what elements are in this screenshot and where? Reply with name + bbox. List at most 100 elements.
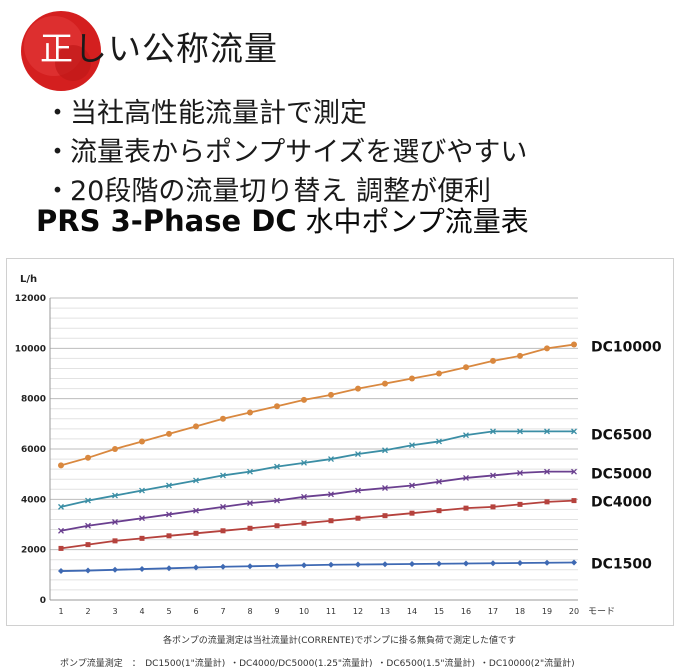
data-point (274, 497, 280, 504)
data-point (409, 442, 415, 449)
data-point (58, 568, 64, 575)
data-point (355, 385, 361, 392)
data-point (517, 501, 523, 507)
footnote: 各ポンプの流量測定は当社流量計(CORRENTE)でポンプに掛る無負荷で測定した… (163, 636, 516, 646)
series-line-DC5000 (60, 470, 574, 532)
data-point (571, 559, 577, 566)
x-tick-label: 12 (353, 607, 363, 616)
data-point (85, 497, 91, 504)
data-point (436, 560, 442, 567)
data-point (328, 518, 334, 524)
x-tick-label: 9 (274, 607, 279, 616)
data-point (220, 528, 226, 534)
x-tick-label: 15 (434, 607, 444, 616)
data-point (220, 503, 226, 510)
main-title-en: PRS 3-Phase DC (36, 204, 297, 238)
data-point (301, 520, 307, 526)
x-tick-label: 4 (139, 607, 144, 616)
data-point (517, 469, 523, 476)
footnote-measurement: ポンプ流量測定 ： DC1500(1"流量計) ・DC4000/DC5000(1… (60, 659, 575, 669)
red-brush-badge (21, 11, 101, 91)
data-point (112, 566, 118, 573)
header-title-first-char: 正 (40, 29, 74, 68)
chart-main-title: PRS 3-Phase DC 水中ポンプ流量表 (36, 200, 529, 240)
data-point (193, 477, 199, 484)
x-tick-label: 2 (85, 607, 90, 616)
x-tick-label: 19 (542, 607, 552, 616)
series-line-DC6500 (60, 430, 574, 508)
data-point (85, 522, 91, 529)
data-point (220, 472, 226, 479)
data-point (571, 468, 577, 475)
x-tick-label: 3 (112, 607, 117, 616)
series-line-DC10000 (60, 343, 575, 467)
data-point (463, 560, 469, 567)
x-tick-label: 8 (247, 607, 252, 616)
data-point (247, 563, 253, 570)
data-point (85, 454, 91, 461)
data-point (112, 538, 118, 544)
series-label: DC1500 (591, 557, 652, 573)
data-point (58, 545, 64, 551)
x-tick-label: 16 (461, 607, 471, 616)
x-tick-label: 10 (299, 607, 309, 616)
data-point (490, 560, 496, 567)
data-point (382, 561, 388, 568)
data-point (58, 527, 64, 534)
data-point (463, 432, 469, 439)
series-line-DC4000 (60, 499, 575, 550)
data-point (463, 505, 469, 511)
data-point (571, 341, 577, 348)
feature-bullet: ・流量表からポンプサイズを選びやすい (44, 137, 528, 168)
x-tick-label: 7 (220, 607, 225, 616)
data-point (247, 468, 253, 475)
y-tick-label: 0 (40, 596, 46, 606)
data-point (274, 403, 280, 410)
data-point (328, 391, 334, 398)
data-point (166, 511, 172, 518)
data-point (544, 559, 550, 566)
data-point (544, 428, 550, 435)
data-point (382, 380, 388, 387)
data-point (517, 560, 523, 567)
y-tick-label: 2000 (21, 546, 46, 556)
data-point (355, 561, 361, 568)
x-tick-label: 14 (407, 607, 417, 616)
y-axis-label: L/h (20, 274, 37, 285)
data-point (544, 345, 550, 352)
data-point (112, 519, 118, 525)
data-point (139, 566, 145, 573)
data-point (544, 499, 550, 505)
data-point (517, 428, 523, 435)
data-point (382, 447, 388, 454)
series-label: DC10000 (591, 340, 662, 356)
data-point (301, 459, 307, 466)
data-point (112, 446, 118, 452)
series-label: DC5000 (591, 467, 652, 483)
x-tick-label: 11 (326, 607, 336, 616)
data-point (193, 564, 199, 571)
data-point (58, 503, 64, 510)
x-tick-label: 17 (488, 607, 498, 616)
series-label: DC6500 (591, 427, 652, 443)
data-point (436, 508, 442, 514)
x-axis-label: モード (588, 607, 615, 617)
data-point (58, 462, 64, 469)
data-point (301, 493, 307, 500)
data-point (166, 430, 172, 437)
data-point (247, 409, 253, 416)
data-point (193, 423, 199, 430)
data-point (139, 515, 145, 522)
data-point (409, 561, 415, 568)
data-point (328, 561, 334, 568)
data-point (436, 370, 442, 377)
data-point (301, 396, 307, 403)
data-point (166, 565, 172, 572)
y-tick-label: 12000 (15, 294, 46, 304)
data-point (463, 474, 469, 481)
data-point (139, 535, 145, 541)
data-point (490, 472, 496, 479)
data-point (85, 567, 91, 574)
data-point (463, 364, 469, 371)
